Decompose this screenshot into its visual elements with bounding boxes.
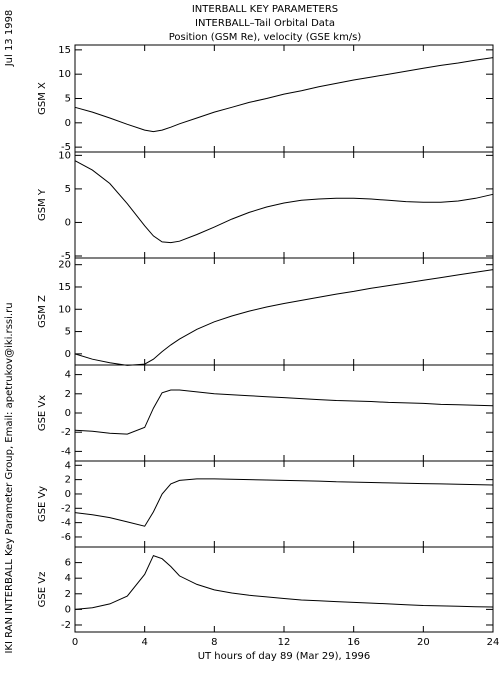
plot-frame: [74, 546, 494, 633]
x-tick-label: 16: [347, 637, 360, 648]
y-axis-label: GSE Vz: [37, 572, 48, 608]
plot-frame: [74, 460, 494, 548]
title-line: INTERBALL KEY PARAMETERS: [192, 4, 338, 15]
plot-frame: [74, 151, 494, 259]
y-tick-label: 2: [65, 389, 71, 400]
y-tick-label: -4: [61, 446, 71, 457]
y-axis-label: GSE Vx: [37, 395, 48, 431]
y-axis-label: GSM Z: [37, 295, 48, 328]
x-tick-label: 0: [72, 637, 78, 648]
y-tick-label: 0: [65, 118, 71, 129]
y-tick-label: 20: [58, 260, 71, 271]
y-tick-label: 0: [65, 408, 71, 419]
title-line: INTERBALL–Tail Orbital Data: [195, 18, 335, 29]
data-line: [74, 389, 494, 435]
y-tick-label: -2: [61, 427, 71, 438]
x-tick-label: 12: [278, 637, 291, 648]
y-tick-label: 4: [65, 573, 71, 584]
credit: IKI RAN INTERBALL Key Parameter Group, E…: [4, 302, 15, 653]
y-tick-label: 0: [65, 604, 71, 615]
data-line: [74, 478, 494, 527]
data-line: [74, 554, 494, 610]
y-tick-label: 10: [58, 150, 71, 161]
y-tick-label: 10: [58, 69, 71, 80]
y-tick-label: 5: [65, 327, 71, 338]
y-tick-label: 4: [65, 460, 71, 471]
y-tick-label: 15: [58, 45, 71, 56]
plot-frame: [74, 364, 494, 462]
y-tick-label: 2: [65, 475, 71, 486]
x-tick-label: 8: [211, 637, 217, 648]
y-axis-label: GSE Vy: [37, 486, 48, 522]
y-tick-label: 2: [65, 589, 71, 600]
y-tick-label: 6: [65, 558, 71, 569]
y-tick-label: -5: [61, 142, 71, 153]
x-tick-label: 4: [141, 637, 147, 648]
x-tick-label: 24: [487, 637, 500, 648]
data-line: [74, 269, 494, 366]
y-tick-label: 5: [65, 184, 71, 195]
date-label: Jul 13 1998: [4, 10, 15, 68]
y-tick-label: 4: [65, 370, 71, 381]
data-line: [74, 160, 494, 244]
y-tick-label: 10: [58, 304, 71, 315]
y-tick-label: 5: [65, 94, 71, 105]
x-tick-label: 20: [417, 637, 430, 648]
x-axis-label: UT hours of day 89 (Mar 29), 1996: [198, 651, 371, 662]
y-tick-label: 0: [65, 217, 71, 228]
title-line: Position (GSM Re), velocity (GSE km/s): [169, 32, 362, 43]
y-tick-label: -2: [61, 620, 71, 631]
y-tick-label: 0: [65, 349, 71, 360]
y-tick-label: -4: [61, 518, 71, 529]
y-axis-label: GSM Y: [37, 188, 48, 221]
plot-frame: [74, 44, 494, 153]
y-tick-label: 0: [65, 489, 71, 500]
y-axis-label: GSM X: [37, 82, 48, 115]
data-line: [74, 57, 494, 133]
plot-frame: [74, 257, 494, 366]
y-tick-label: -5: [61, 251, 71, 262]
y-tick-label: -6: [61, 532, 71, 543]
y-tick-label: 15: [58, 282, 71, 293]
y-tick-label: -2: [61, 503, 71, 514]
